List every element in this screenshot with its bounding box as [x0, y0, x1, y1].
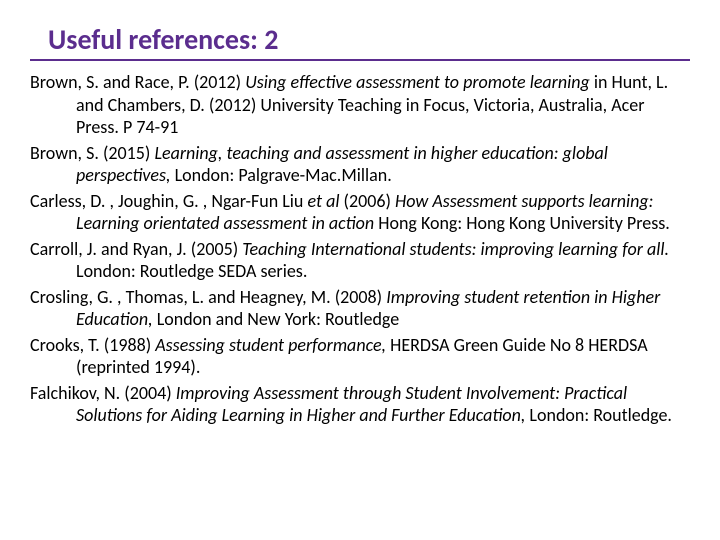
reference-italic-segment: et al: [307, 190, 343, 212]
reference-item: Crosling, G. , Thomas, L. and Heagney, M…: [30, 286, 690, 331]
reference-segment: London: Routledge SEDA series.: [76, 260, 307, 282]
reference-italic-segment: Assessing student performance,: [155, 334, 390, 356]
reference-item: Carroll, J. and Ryan, J. (2005) Teaching…: [30, 238, 690, 283]
reference-segment: Hong Kong: Hong Kong University Press.: [378, 212, 670, 234]
reference-italic-segment: Using effective assessment to promote le…: [245, 71, 594, 93]
reference-item: Crooks, T. (1988) Assessing student perf…: [30, 334, 690, 379]
reference-segment: (2006): [344, 190, 395, 212]
reference-segment: Brown, S. and Race, P. (2012): [30, 71, 245, 93]
reference-segment: Brown, S. (2015): [30, 142, 154, 164]
reference-segment: Carless, D. , Joughin, G. , Ngar-Fun Liu: [30, 190, 307, 212]
reference-segment: Crosling, G. , Thomas, L. and Heagney, M…: [30, 286, 386, 308]
slide-title: Useful references: 2: [48, 22, 278, 57]
reference-segment: London and New York: Routledge: [157, 308, 400, 330]
reference-item: Falchikov, N. (2004) Improving Assessmen…: [30, 382, 690, 427]
reference-segment: Crooks, T. (1988): [30, 334, 155, 356]
reference-segment: Falchikov, N. (2004): [30, 382, 176, 404]
slide-title-block: Useful references: 2: [48, 22, 690, 61]
reference-item: Brown, S. and Race, P. (2012) Using effe…: [30, 71, 690, 139]
reference-segment: Carroll, J. and Ryan, J. (2005): [30, 238, 242, 260]
reference-segment: London: Routledge.: [529, 404, 672, 426]
reference-italic-segment: Teaching International students: improvi…: [242, 238, 669, 260]
title-underline: [30, 59, 690, 61]
reference-item: Carless, D. , Joughin, G. , Ngar-Fun Liu…: [30, 190, 690, 235]
reference-item: Brown, S. (2015) Learning, teaching and …: [30, 142, 690, 187]
reference-segment: London: Palgrave-Mac.Millan.: [175, 164, 392, 186]
reference-list: Brown, S. and Race, P. (2012) Using effe…: [30, 71, 690, 427]
